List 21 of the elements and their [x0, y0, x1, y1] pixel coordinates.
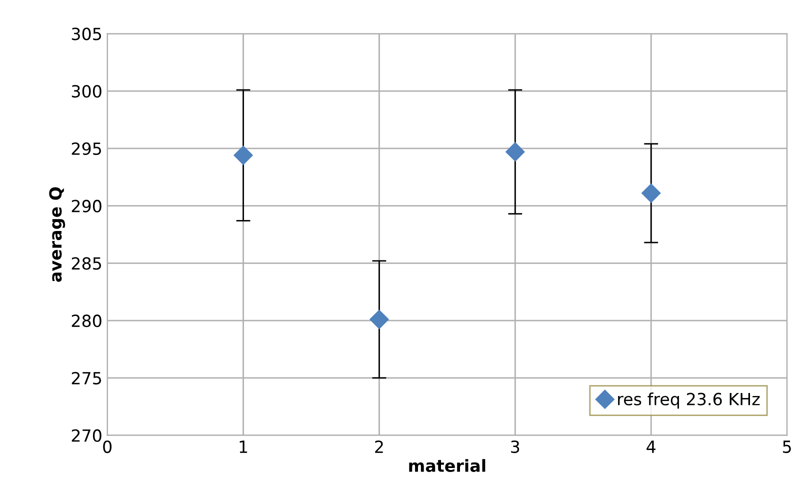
- y-tick-label: 270: [72, 429, 102, 442]
- legend-label: res freq 23.6 KHz: [618, 392, 760, 409]
- x-tick-label: 4: [646, 440, 656, 453]
- x-tick-label: 1: [240, 440, 248, 453]
- point: [370, 310, 389, 329]
- x-axis-title: material: [409, 459, 486, 472]
- x-tick-label: 5: [783, 440, 791, 454]
- point: [642, 184, 661, 203]
- y-tick-label: 275: [72, 372, 102, 384]
- y-tick-label: 290: [72, 200, 102, 212]
- x-tick-label: 2: [375, 440, 383, 453]
- y-tick-label: 295: [72, 142, 102, 155]
- y-tick-label: 285: [72, 257, 102, 270]
- y-tick-label: 305: [72, 28, 102, 40]
- y-tick-label: 280: [72, 314, 102, 328]
- y-axis-title: average Q: [49, 187, 66, 282]
- x-tick-label: 3: [511, 440, 520, 454]
- y-tick-label: 300: [72, 85, 102, 98]
- point: [234, 146, 253, 165]
- point: [506, 142, 525, 162]
- x-tick-label: 0: [103, 440, 112, 454]
